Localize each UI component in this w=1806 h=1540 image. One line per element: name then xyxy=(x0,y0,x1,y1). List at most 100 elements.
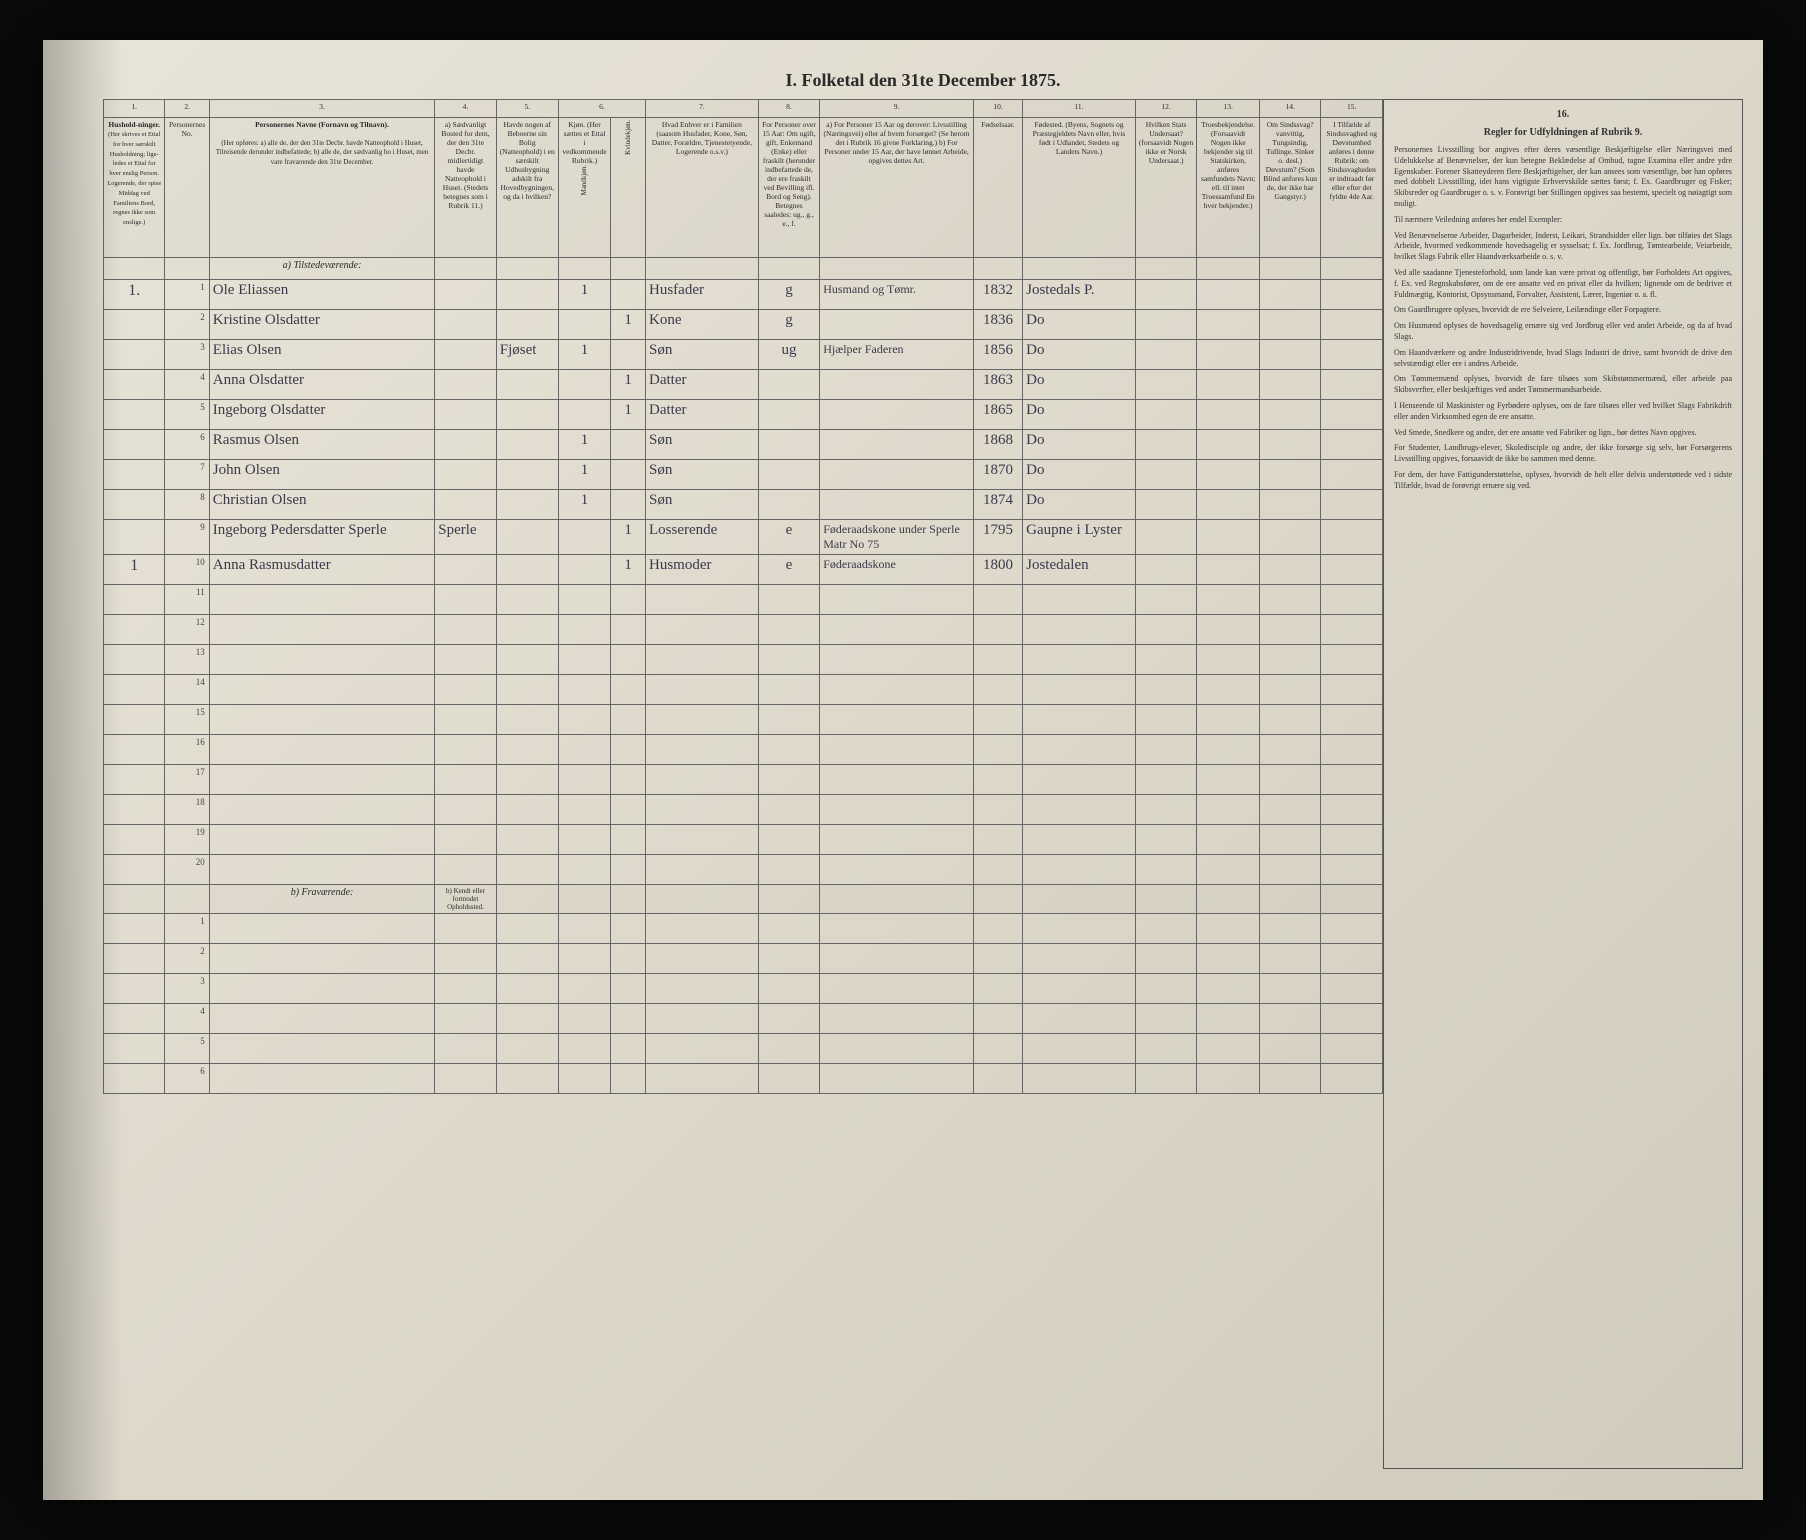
table-row-empty: 5 xyxy=(104,1034,1383,1064)
table-row-empty: 11 xyxy=(104,585,1383,615)
census-page: I. Folketal den 31te December 1875. 1. 2… xyxy=(43,40,1763,1500)
cell-relation: Husfader xyxy=(646,280,759,310)
cell-birthyear: 1874 xyxy=(973,490,1022,520)
rules-p8: Om Tømmermænd oplyses, hvorvidt de fare … xyxy=(1394,374,1732,396)
table-row: 6 Rasmus Olsen 1 Søn 1868 Do xyxy=(104,430,1383,460)
cell-household xyxy=(104,340,165,370)
cell-male xyxy=(558,310,610,340)
table-row-empty: 15 xyxy=(104,705,1383,735)
rules-p10: Ved Smede, Snedkere og andre, der ere an… xyxy=(1394,428,1732,439)
main-layout: 1. 2. 3. 4. 5. 6. 7. 8. 9. 10. 11. 12. 1… xyxy=(103,99,1743,1469)
cell-disability-age xyxy=(1321,370,1383,400)
rules-p12: For dem, der have Fattigunderstøttelse, … xyxy=(1394,470,1732,492)
cell-citizenship xyxy=(1135,400,1196,430)
cell-disability-age xyxy=(1321,520,1383,555)
cell-male: 1 xyxy=(558,340,610,370)
cell-outbuilding xyxy=(496,460,558,490)
colnum-2: 2. xyxy=(165,100,209,118)
cell-household: 1. xyxy=(104,280,165,310)
table-row: 2 Kristine Olsdatter 1 Kone g 1836 Do xyxy=(104,310,1383,340)
cell-disability-age xyxy=(1321,430,1383,460)
cell-birthyear: 1863 xyxy=(973,370,1022,400)
colnum-15: 15. xyxy=(1321,100,1383,118)
cell-household xyxy=(104,460,165,490)
colnum-1: 1. xyxy=(104,100,165,118)
cell-occupation xyxy=(820,400,974,430)
rules-p6: Om Husmænd oplyses de hovedsagelig ernær… xyxy=(1394,321,1732,343)
cell-name: Rasmus Olsen xyxy=(209,430,434,460)
cell-occupation: Husmand og Tømr. xyxy=(820,280,974,310)
hdr-female: Kvindekjøn. xyxy=(611,118,646,258)
section-absent-label: b) Fraværende: xyxy=(209,885,434,914)
cell-female: 1 xyxy=(611,555,646,585)
cell-female xyxy=(611,490,646,520)
cell-outbuilding xyxy=(496,555,558,585)
cell-name: Ingeborg Pedersdatter Sperle xyxy=(209,520,434,555)
table-row-empty: 3 xyxy=(104,974,1383,1004)
cell-name: Anna Olsdatter xyxy=(209,370,434,400)
cell-citizenship xyxy=(1135,430,1196,460)
page-title: I. Folketal den 31te December 1875. xyxy=(103,70,1743,91)
hdr-relation: Hvad Enhver er i Familien (saasom Husfad… xyxy=(646,118,759,258)
cell-name: Christian Olsen xyxy=(209,490,434,520)
cell-occupation xyxy=(820,490,974,520)
hdr-outbuilding: Havde nogen af Beboerne sin Bolig (Natte… xyxy=(496,118,558,258)
cell-religion xyxy=(1197,520,1260,555)
cell-residence xyxy=(435,460,496,490)
rules-p5: Om Gaardbrugere oplyses, hvorvidt de ere… xyxy=(1394,305,1732,316)
colnum-12: 12. xyxy=(1135,100,1196,118)
cell-birthyear: 1836 xyxy=(973,310,1022,340)
cell-female xyxy=(611,430,646,460)
table-row: 4 Anna Olsdatter 1 Datter 1863 Do xyxy=(104,370,1383,400)
cell-disability xyxy=(1259,430,1320,460)
hdr-residence-b: b) Kendt eller formodet Opholdssted. xyxy=(435,885,496,914)
cell-person-no: 6 xyxy=(165,430,209,460)
cell-birthyear: 1795 xyxy=(973,520,1022,555)
cell-disability xyxy=(1259,370,1320,400)
colnum-13: 13. xyxy=(1197,100,1260,118)
cell-household: 1 xyxy=(104,555,165,585)
cell-birthplace: Do xyxy=(1023,400,1136,430)
rules-p4: Ved alle saadanne Tjenesteforhold, som l… xyxy=(1394,268,1732,300)
colnum-10: 10. xyxy=(973,100,1022,118)
hdr-birthyear: Fødselsaar. xyxy=(973,118,1022,258)
cell-birthplace: Do xyxy=(1023,430,1136,460)
table-row: 9 Ingeborg Pedersdatter Sperle Sperle 1 … xyxy=(104,520,1383,555)
cell-religion xyxy=(1197,310,1260,340)
cell-female: 1 xyxy=(611,520,646,555)
rules-p2: Til nærmere Veiledning anføres her endel… xyxy=(1394,215,1732,226)
cell-male: 1 xyxy=(558,490,610,520)
cell-disability-age xyxy=(1321,555,1383,585)
cell-outbuilding: Fjøset xyxy=(496,340,558,370)
table-row-empty: 20 xyxy=(104,855,1383,885)
cell-residence xyxy=(435,310,496,340)
hdr-birthplace: Fødested. (Byens, Sognets og Præstegjeld… xyxy=(1023,118,1136,258)
cell-disability-age xyxy=(1321,280,1383,310)
cell-disability xyxy=(1259,520,1320,555)
table-row: 5 Ingeborg Olsdatter 1 Datter 1865 Do xyxy=(104,400,1383,430)
cell-citizenship xyxy=(1135,460,1196,490)
cell-person-no: 3 xyxy=(165,340,209,370)
section-present: a) Tilstedeværende: xyxy=(104,258,1383,280)
hdr-marital: For Personer over 15 Aar: Om ugift, gift… xyxy=(758,118,819,258)
cell-citizenship xyxy=(1135,370,1196,400)
cell-male xyxy=(558,370,610,400)
cell-outbuilding xyxy=(496,490,558,520)
cell-name: Kristine Olsdatter xyxy=(209,310,434,340)
colnum-11: 11. xyxy=(1023,100,1136,118)
cell-birthplace: Do xyxy=(1023,490,1136,520)
hdr-person-no: Personernes No. xyxy=(165,118,209,258)
cell-name: Elias Olsen xyxy=(209,340,434,370)
cell-occupation xyxy=(820,430,974,460)
census-table: 1. 2. 3. 4. 5. 6. 7. 8. 9. 10. 11. 12. 1… xyxy=(103,99,1383,1094)
cell-birthplace: Do xyxy=(1023,340,1136,370)
cell-birthyear: 1865 xyxy=(973,400,1022,430)
cell-residence xyxy=(435,555,496,585)
cell-residence xyxy=(435,400,496,430)
cell-disability xyxy=(1259,490,1320,520)
cell-disability xyxy=(1259,340,1320,370)
cell-disability-age xyxy=(1321,460,1383,490)
cell-female xyxy=(611,460,646,490)
cell-person-no: 5 xyxy=(165,400,209,430)
cell-male: 1 xyxy=(558,460,610,490)
